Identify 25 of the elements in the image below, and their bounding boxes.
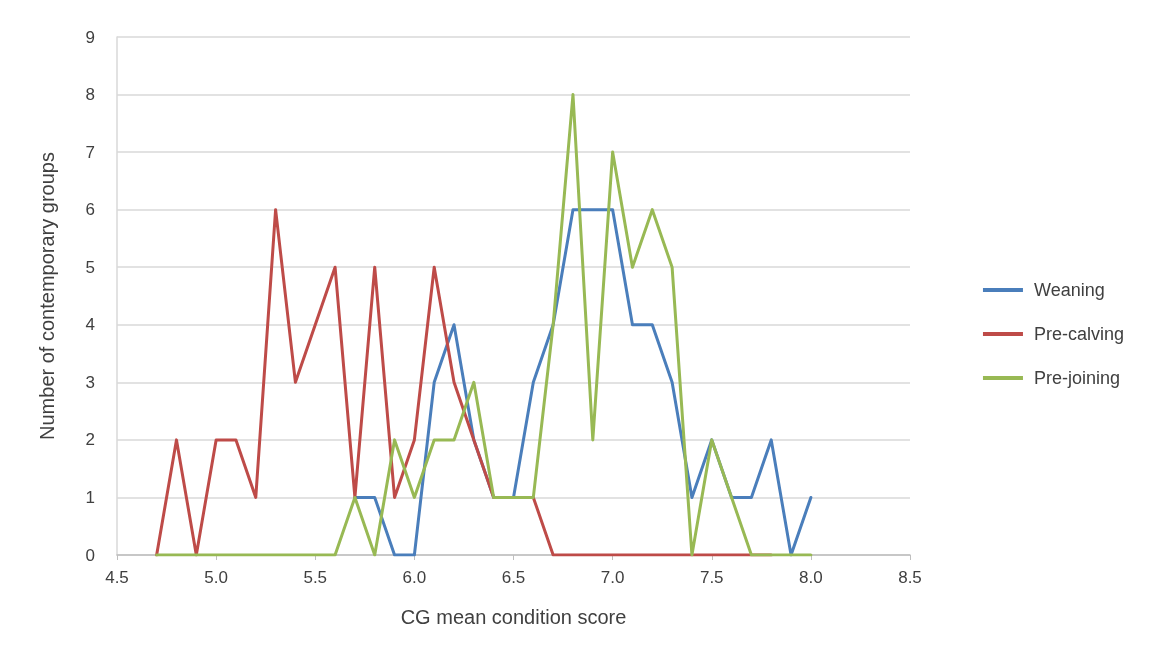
y-tick-label: 4 <box>85 315 95 335</box>
x-axis-title: CG mean condition score <box>400 606 627 628</box>
y-tick-label: 8 <box>85 85 95 105</box>
x-tick-label: 6.0 <box>402 568 427 587</box>
x-tick-label: 5.0 <box>204 568 228 587</box>
x-tick-label: 7.0 <box>600 568 625 587</box>
x-tick-label: 7.5 <box>699 568 724 587</box>
legend-label: Pre-calving <box>1033 324 1125 344</box>
y-tick-label: 1 <box>85 487 95 507</box>
y-tick-label: 7 <box>85 142 95 162</box>
x-tick-label: 8.0 <box>799 568 823 587</box>
y-tick-label: 9 <box>85 27 95 47</box>
y-tick-label: 5 <box>85 257 95 277</box>
y-axis-title: Number of contemporary groups <box>36 152 58 440</box>
y-tick-label: 0 <box>85 545 95 565</box>
line-series <box>155 93 813 557</box>
legend-label: Pre-joining <box>1033 368 1121 388</box>
y-tick-label: 2 <box>85 430 95 450</box>
x-tick-label: 8.5 <box>898 568 922 587</box>
x-tick-label: 5.5 <box>303 568 328 587</box>
x-tick-label: 6.5 <box>501 568 526 587</box>
y-tick-label: 3 <box>85 372 95 392</box>
y-tick-label: 6 <box>85 200 95 220</box>
legend-label: Weaning <box>1033 280 1105 300</box>
x-tick-label: 4.5 <box>105 568 129 587</box>
